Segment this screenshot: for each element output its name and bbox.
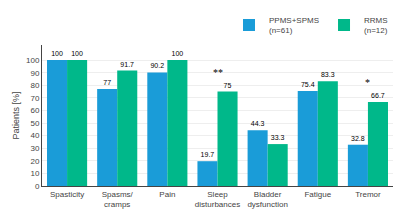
svg-text:RRMS(n=12): RRMS(n=12) bbox=[364, 16, 388, 35]
svg-text:66.7: 66.7 bbox=[371, 92, 385, 99]
svg-text:83.3: 83.3 bbox=[321, 71, 335, 78]
svg-text:Bladderdysfunction: Bladderdysfunction bbox=[247, 190, 287, 209]
svg-text:*: * bbox=[365, 77, 370, 88]
svg-text:90.2: 90.2 bbox=[150, 62, 164, 69]
svg-text:100: 100 bbox=[71, 50, 83, 57]
svg-text:Tremor: Tremor bbox=[355, 190, 381, 199]
svg-text:10: 10 bbox=[30, 169, 39, 178]
svg-text:Pain: Pain bbox=[159, 190, 175, 199]
svg-text:80: 80 bbox=[30, 81, 39, 90]
svg-text:100: 100 bbox=[171, 50, 183, 57]
svg-text:44.3: 44.3 bbox=[251, 120, 265, 127]
svg-text:100: 100 bbox=[51, 50, 63, 57]
svg-text:50: 50 bbox=[30, 119, 39, 128]
svg-text:91.7: 91.7 bbox=[120, 61, 134, 68]
svg-text:70: 70 bbox=[30, 94, 39, 103]
svg-text:Patients [%]: Patients [%] bbox=[11, 91, 21, 139]
svg-text:100: 100 bbox=[26, 56, 40, 65]
svg-text:77: 77 bbox=[103, 79, 111, 86]
svg-text:Sleepdisturbances: Sleepdisturbances bbox=[195, 190, 240, 209]
svg-text:30: 30 bbox=[30, 144, 39, 153]
svg-text:75: 75 bbox=[224, 82, 232, 89]
svg-text:60: 60 bbox=[30, 106, 39, 115]
svg-text:33.3: 33.3 bbox=[271, 134, 285, 141]
svg-text:PPMS+SPMS(n=61): PPMS+SPMS(n=61) bbox=[269, 16, 319, 35]
svg-text:20: 20 bbox=[30, 157, 39, 166]
svg-text:19.7: 19.7 bbox=[201, 151, 215, 158]
svg-text:Fatigue: Fatigue bbox=[304, 190, 331, 199]
svg-text:32.8: 32.8 bbox=[351, 135, 365, 142]
svg-text:Spasms/cramps: Spasms/cramps bbox=[102, 190, 134, 209]
svg-text:40: 40 bbox=[30, 131, 39, 140]
svg-text:75.4: 75.4 bbox=[301, 81, 315, 88]
svg-text:0: 0 bbox=[35, 182, 40, 191]
svg-text:90: 90 bbox=[30, 69, 39, 78]
svg-text:Spasticity: Spasticity bbox=[50, 190, 84, 199]
svg-text:**: ** bbox=[213, 67, 223, 78]
